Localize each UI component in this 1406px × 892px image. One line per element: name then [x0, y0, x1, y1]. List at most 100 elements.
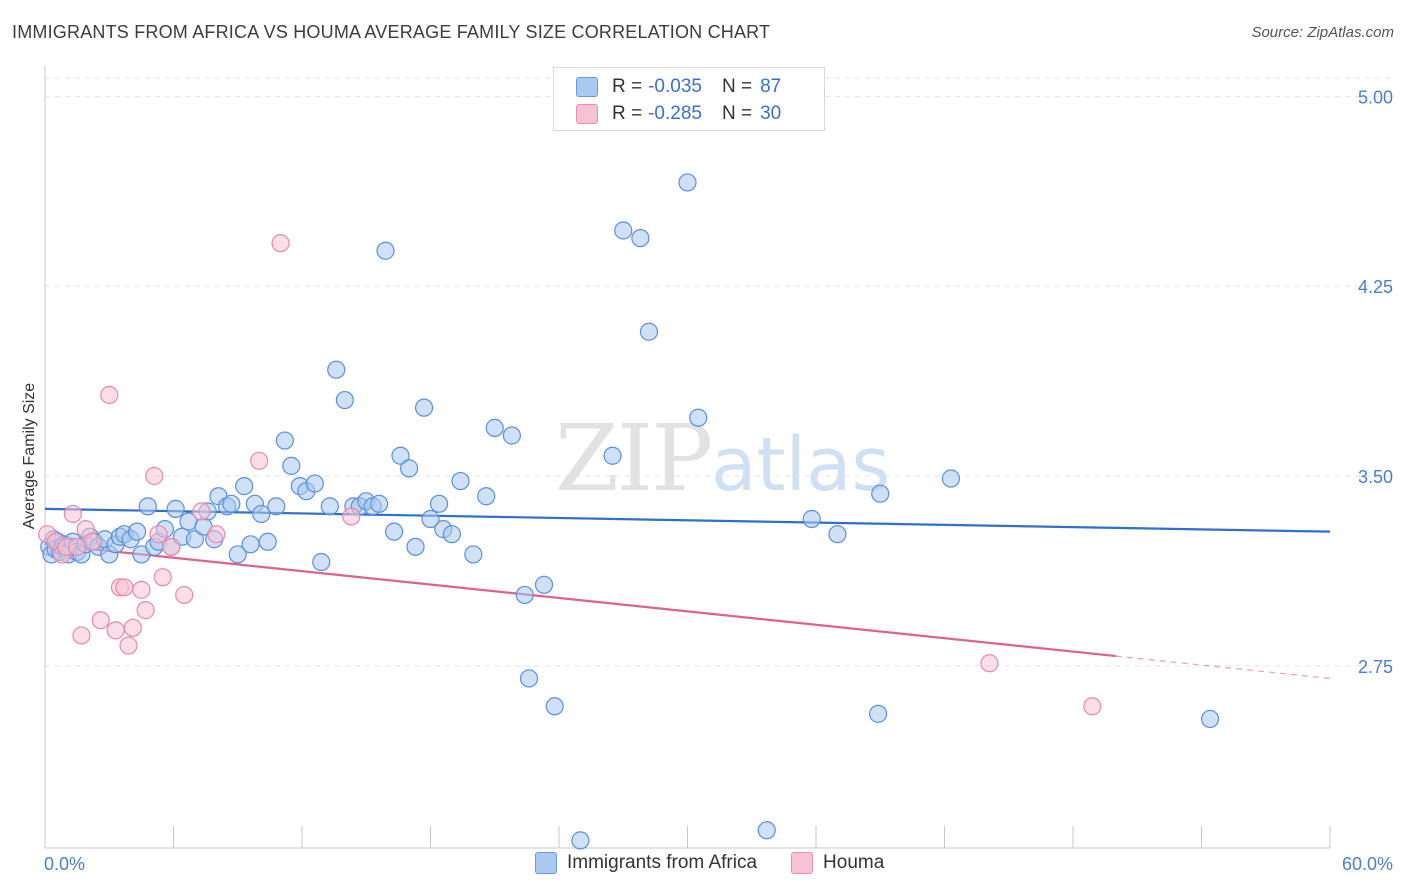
- grid: [45, 77, 1393, 667]
- point-africa: [335, 390, 354, 410]
- point-africa: [485, 418, 504, 437]
- trend-line: [44, 543, 1116, 658]
- point-africa: [241, 535, 260, 554]
- series-legend-houma[interactable]: Houma: [791, 852, 884, 874]
- chart-source: Source: ZipAtlas.com: [1251, 24, 1394, 41]
- legend-r-value: -0.035: [648, 76, 702, 97]
- point-africa: [312, 552, 331, 572]
- point-africa: [871, 484, 890, 503]
- legend-row-houma: R = -0.285 N = 30: [576, 101, 781, 127]
- y-tick-label: 2.75: [1358, 657, 1393, 677]
- point-houma: [1083, 697, 1102, 716]
- trend-line: [44, 507, 1331, 533]
- point-africa: [399, 459, 419, 478]
- watermark-logo: ZIPatlas: [555, 405, 890, 512]
- point-africa: [282, 456, 301, 475]
- point-houma: [91, 611, 110, 630]
- point-africa: [515, 585, 534, 605]
- point-africa: [941, 469, 961, 488]
- point-africa: [327, 360, 346, 379]
- point-africa: [603, 446, 622, 465]
- point-houma: [250, 451, 269, 470]
- point-africa: [127, 522, 147, 541]
- legend-n-label: N =: [721, 76, 753, 97]
- point-houma: [145, 466, 164, 486]
- point-africa: [166, 499, 185, 518]
- point-africa: [235, 477, 254, 496]
- trend-lines: [44, 507, 1331, 680]
- point-africa: [406, 537, 425, 556]
- point-houma: [100, 385, 119, 405]
- point-africa: [391, 446, 410, 465]
- point-africa: [614, 221, 633, 240]
- point-africa: [222, 494, 241, 513]
- point-africa: [275, 431, 294, 450]
- point-africa: [138, 497, 157, 516]
- chart-title: IMMIGRANTS FROM AFRICA VS HOUMA AVERAGE …: [12, 22, 771, 42]
- point-africa: [185, 530, 205, 549]
- point-houma: [149, 525, 168, 544]
- point-africa: [320, 497, 339, 516]
- point-houma: [162, 537, 181, 556]
- watermark-zip: ZIP: [555, 405, 713, 512]
- y-axis-label: Average Family Size: [21, 383, 38, 530]
- point-houma: [207, 525, 226, 544]
- y-tick-label: 3.50: [1358, 467, 1393, 487]
- point-africa: [631, 228, 650, 248]
- point-houma: [192, 502, 211, 521]
- point-houma: [63, 504, 82, 524]
- point-africa: [384, 522, 404, 541]
- point-africa: [442, 525, 462, 544]
- y-tick-label: 5.00: [1358, 87, 1393, 107]
- x-tick-label: 60.0%: [1342, 854, 1393, 874]
- point-africa: [252, 504, 271, 524]
- point-africa: [828, 525, 847, 544]
- point-africa: [757, 821, 776, 840]
- point-africa: [451, 471, 470, 491]
- legend-n-value: 87: [760, 76, 782, 97]
- legend-r-label: R =: [612, 76, 643, 97]
- point-houma: [132, 580, 151, 599]
- legend-n-label: N =: [721, 103, 753, 124]
- legend-row-africa: R = -0.035 N = 87: [576, 74, 781, 100]
- data-points: [38, 173, 1220, 850]
- series-legend-africa[interactable]: Immigrants from Africa: [535, 852, 757, 874]
- point-africa: [305, 474, 324, 493]
- point-africa: [869, 704, 888, 723]
- series-legend: Immigrants from Africa Houma: [535, 852, 918, 874]
- legend-swatch-africa: [576, 77, 598, 97]
- x-tick-label: 0.0%: [44, 854, 85, 874]
- point-africa: [519, 669, 539, 688]
- point-houma: [175, 585, 194, 605]
- point-houma: [119, 636, 138, 655]
- legend-r-value: -0.285: [648, 103, 702, 124]
- series-label-houma: Houma: [823, 852, 885, 873]
- point-houma: [106, 621, 125, 640]
- legend-r-label: R =: [612, 103, 643, 124]
- point-africa: [534, 575, 554, 594]
- point-africa: [228, 545, 247, 564]
- point-africa: [689, 408, 708, 427]
- point-houma: [136, 601, 155, 620]
- series-swatch-africa: [535, 852, 557, 874]
- point-houma: [123, 618, 142, 637]
- point-houma: [153, 568, 172, 587]
- series-label-africa: Immigrants from Africa: [567, 852, 758, 873]
- y-tick-label: 4.25: [1358, 277, 1393, 297]
- point-africa: [421, 509, 440, 529]
- point-africa: [477, 487, 496, 506]
- point-africa: [802, 509, 821, 529]
- point-houma: [342, 507, 361, 526]
- point-africa: [639, 322, 659, 341]
- point-houma: [83, 532, 102, 551]
- point-africa: [545, 697, 564, 716]
- legend-n-value: 30: [760, 103, 782, 124]
- point-africa: [376, 241, 395, 260]
- point-houma: [72, 626, 91, 645]
- point-africa: [267, 497, 286, 516]
- series-swatch-houma: [791, 852, 814, 874]
- point-houma: [980, 654, 999, 673]
- correlation-legend: R = -0.035 N = 87 R = -0.285 N = 30: [553, 67, 825, 131]
- point-houma: [271, 234, 290, 253]
- point-africa: [429, 494, 449, 513]
